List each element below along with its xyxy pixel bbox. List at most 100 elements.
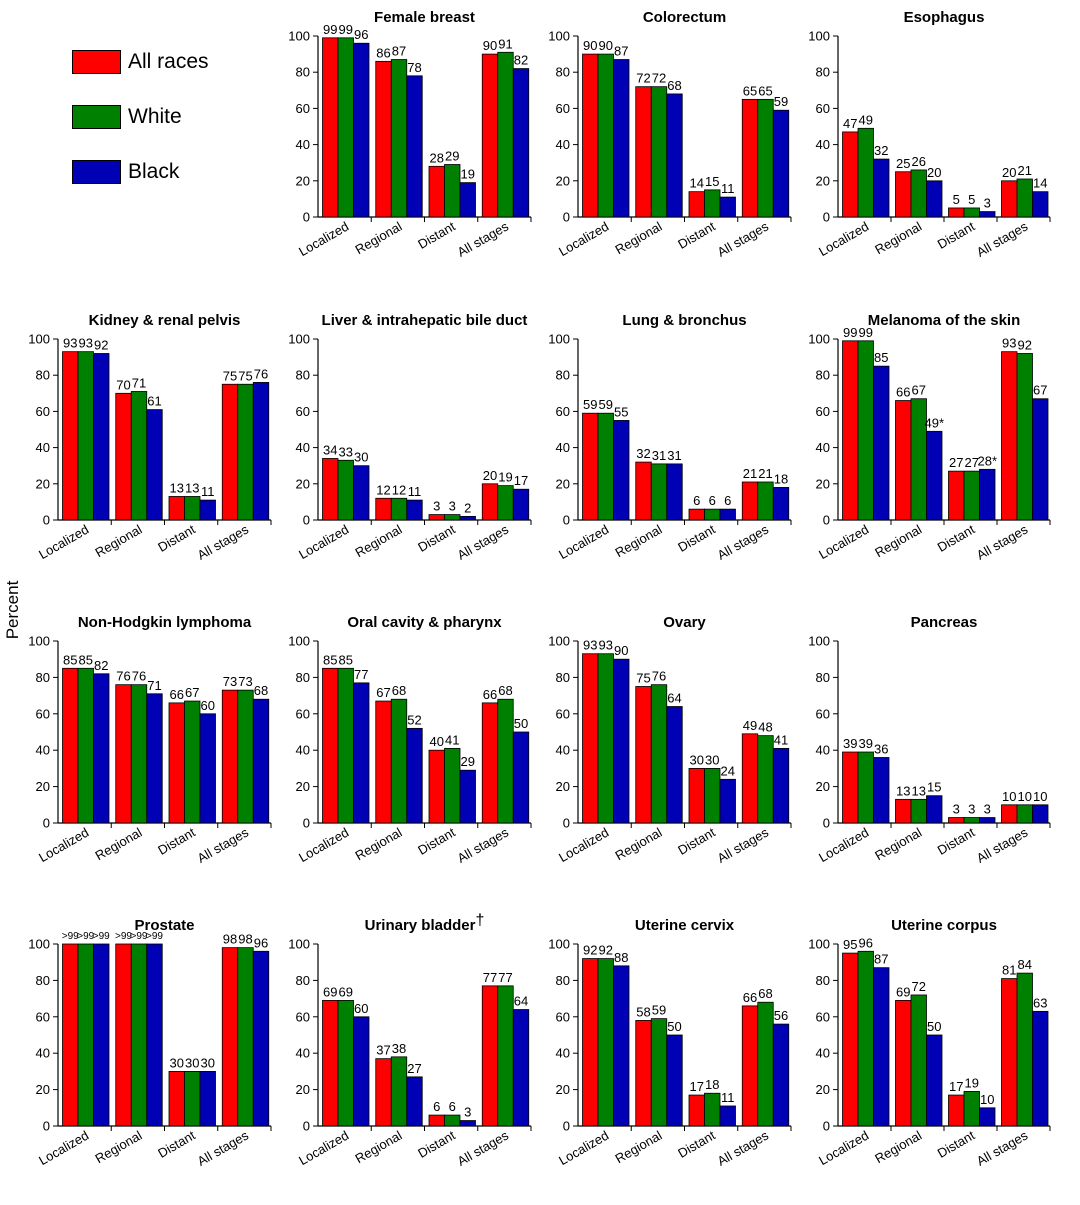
bar-all-races-distant [428, 165, 445, 218]
bar-white-regional [910, 169, 927, 218]
y-tick-label: 80 [556, 368, 570, 383]
bar-all-races-all-stages [221, 383, 239, 521]
x-category-label: Localized [296, 825, 351, 865]
data-label: 55 [614, 404, 628, 419]
bar-white-regional [910, 798, 927, 824]
y-tick-label: 60 [556, 1009, 570, 1024]
bar-white-localized [337, 37, 354, 218]
y-tick-label: 20 [556, 173, 570, 188]
bar-black-all-stages [1032, 398, 1049, 521]
bar-all-races-localized [842, 952, 859, 1127]
y-tick-label: 20 [816, 476, 830, 491]
y-tick-label: 80 [816, 973, 830, 988]
data-label: 90 [483, 38, 497, 53]
legend-label-all-races: All races [128, 50, 209, 73]
data-label: 20 [1002, 165, 1016, 180]
bar-white-distant [184, 700, 201, 824]
data-label: 77 [498, 970, 512, 985]
bar-black-localized [353, 682, 370, 824]
bar-black-localized [353, 42, 370, 218]
bar-black-localized [353, 465, 370, 521]
bar-all-races-regional [895, 171, 912, 218]
data-label: 65 [743, 83, 757, 98]
bar-black-localized [93, 943, 110, 1127]
bar-white-localized [77, 943, 94, 1127]
bar-black-all-stages [772, 1023, 790, 1127]
y-tick-label: 100 [808, 937, 830, 952]
bar-black-regional [406, 75, 423, 218]
bar-black-localized [873, 158, 890, 218]
bar-white-distant [963, 470, 980, 521]
data-label: 64 [667, 691, 681, 706]
y-tick-label: 20 [296, 476, 310, 491]
y-tick-label: 60 [556, 404, 570, 419]
chart-title-mark: † [475, 912, 484, 929]
bar-white-localized [77, 667, 94, 824]
y-tick-label: 100 [28, 332, 50, 347]
y-tick-label: 80 [296, 368, 310, 383]
data-label: 27 [949, 455, 963, 470]
y-tick-label: 60 [296, 101, 310, 116]
y-tick-label: 40 [556, 743, 570, 758]
bar-black-localized [873, 365, 890, 521]
data-label: 29 [461, 754, 475, 769]
y-tick-label: 80 [296, 670, 310, 685]
y-tick-label: 40 [556, 1046, 570, 1061]
x-category-label: Regional [613, 825, 665, 864]
bar-all-races-all-stages [741, 98, 759, 218]
x-category-label: Regional [872, 825, 924, 864]
chart-title: Uterine cervix [635, 917, 735, 934]
bar-black-regional [666, 463, 683, 521]
data-label: 37 [376, 1043, 390, 1058]
bar-all-races-localized [322, 37, 339, 218]
x-category-label: Distant [935, 1127, 978, 1160]
bar-black-all-stages [512, 68, 530, 218]
data-label: 12 [376, 482, 390, 497]
y-tick-label: 40 [296, 743, 310, 758]
data-label: 73 [238, 674, 252, 689]
legend-item-all-races: All races [72, 48, 252, 103]
chart-title: Ovary [663, 614, 706, 631]
bar-all-races-all-stages [741, 481, 759, 521]
data-label: >99 [146, 931, 163, 942]
data-label: 6 [693, 493, 700, 508]
bar-all-races-distant [688, 508, 705, 521]
chart-title: Kidney & renal pelvis [89, 312, 241, 329]
bar-all-races-localized [62, 943, 79, 1127]
data-label: 67 [912, 383, 926, 398]
bar-black-distant [719, 778, 736, 824]
y-tick-label: 60 [816, 706, 830, 721]
data-label: 86 [376, 45, 390, 60]
data-label: 69 [323, 984, 337, 999]
bar-all-races-distant [688, 191, 705, 218]
data-label: 20 [483, 468, 497, 483]
y-tick-label: 100 [808, 332, 830, 347]
bar-white-distant [444, 514, 461, 521]
chart-title: Female breast [374, 9, 475, 26]
data-label: 28* [977, 453, 997, 468]
data-label: 14 [690, 176, 704, 191]
bar-all-races-distant [948, 470, 965, 521]
data-label: 71 [147, 678, 161, 693]
bar-black-all-stages [772, 487, 790, 521]
x-category-label: Localized [296, 522, 351, 562]
y-tick-label: 20 [36, 476, 50, 491]
chart-title: Melanoma of the skin [868, 312, 1021, 329]
x-category-label: Regional [353, 219, 405, 258]
chart-liver-intrahepatic-bile-duct: Liver & intrahepatic bile duct 0 20 40 60 80 1… [288, 312, 532, 563]
bar-black-distant [459, 182, 476, 218]
data-label: 27 [407, 1061, 421, 1076]
data-label: 56 [774, 1008, 788, 1023]
bar-black-regional [666, 1034, 683, 1127]
data-label: 99 [843, 325, 857, 340]
bar-white-regional [910, 994, 927, 1127]
data-label: 73 [223, 674, 237, 689]
y-tick-label: 0 [303, 513, 310, 528]
data-label: 87 [614, 44, 628, 59]
y-tick-label: 60 [556, 101, 570, 116]
data-label: 65 [758, 83, 772, 98]
